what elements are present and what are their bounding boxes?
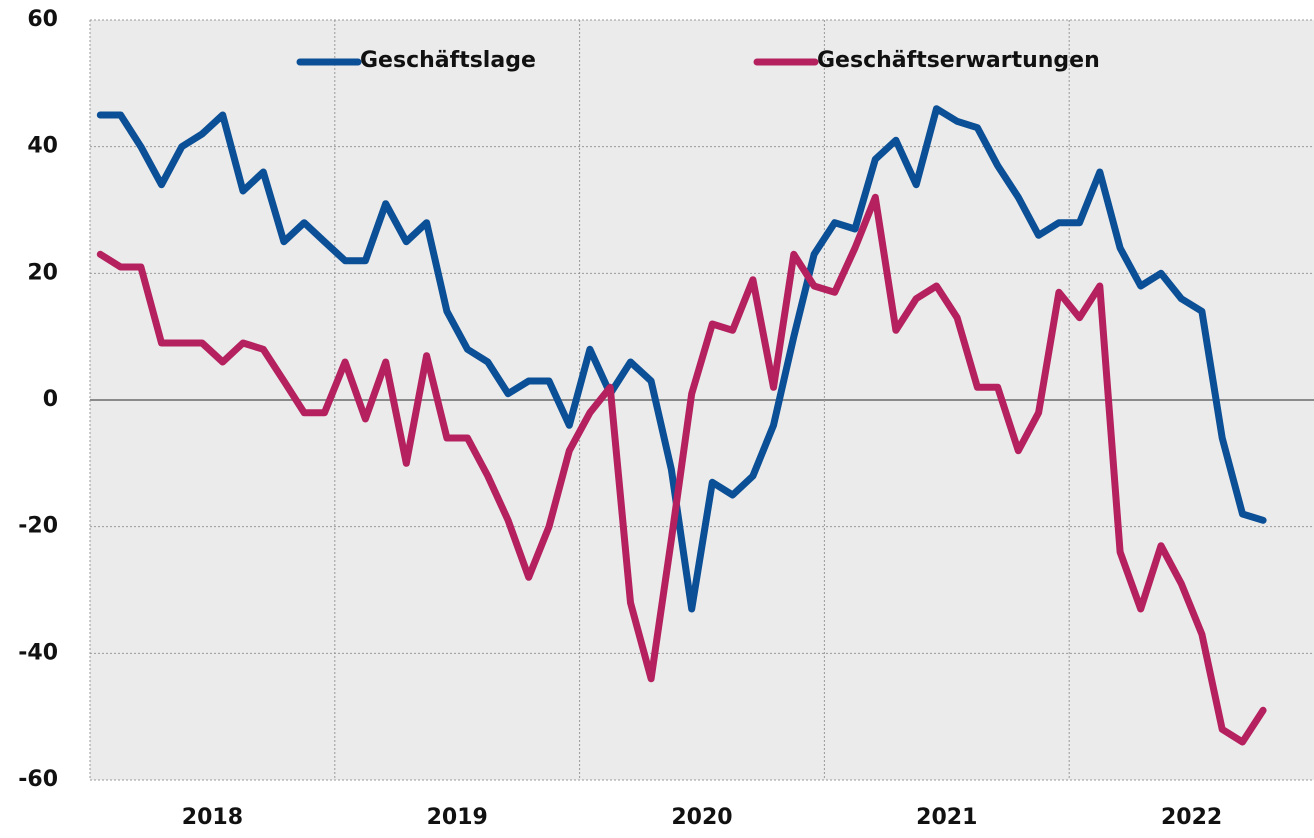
legend-label: Geschäftserwartungen xyxy=(817,48,1100,73)
y-tick-label: 40 xyxy=(27,134,58,159)
x-tick-label: 2018 xyxy=(182,805,243,830)
y-tick-label: 60 xyxy=(27,7,58,32)
y-tick-label: 0 xyxy=(43,387,58,412)
series-line xyxy=(96,193,1267,746)
x-tick-label: 2019 xyxy=(427,805,488,830)
y-tick-label: -60 xyxy=(18,767,58,792)
y-tick-label: 20 xyxy=(27,260,58,285)
y-tick-label: -20 xyxy=(18,514,58,539)
series-line xyxy=(96,105,1267,613)
x-tick-label: 2020 xyxy=(671,805,732,830)
x-tick-label: 2021 xyxy=(916,805,977,830)
y-tick-label: -40 xyxy=(18,640,58,665)
x-tick-label: 2022 xyxy=(1161,805,1222,830)
legend-label: Geschäftslage xyxy=(360,48,536,73)
